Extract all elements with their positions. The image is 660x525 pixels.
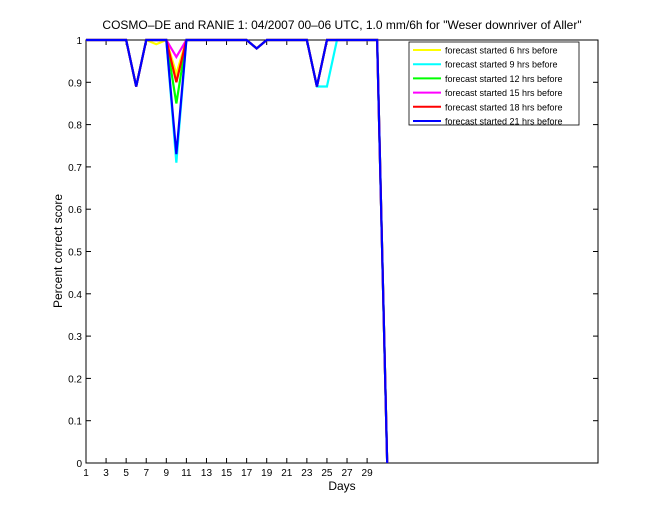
chart-title: COSMO–DE and RANIE 1: 04/2007 00–06 UTC,… bbox=[102, 18, 581, 32]
y-tick-label: 0.9 bbox=[68, 78, 82, 89]
x-tick-label: 1 bbox=[83, 468, 89, 479]
x-tick-label: 11 bbox=[181, 468, 192, 479]
x-tick-label: 19 bbox=[261, 468, 273, 479]
legend-label: forecast started 18 hrs before bbox=[445, 102, 563, 112]
legend-label: forecast started 9 hrs before bbox=[445, 60, 558, 70]
x-tick-label: 23 bbox=[301, 468, 313, 479]
legend-label: forecast started 15 hrs before bbox=[445, 88, 563, 98]
x-tick-label: 3 bbox=[103, 468, 109, 479]
y-axis: 0 0.1 0.2 0.3 0.4 0.5 0.6 0.7 0.8 0.9 1 bbox=[68, 36, 598, 470]
x-tick-label: 21 bbox=[281, 468, 293, 479]
x-tick-label: 9 bbox=[164, 468, 170, 479]
x-tick-label: 13 bbox=[201, 468, 213, 479]
x-tick-label: 29 bbox=[362, 468, 374, 479]
x-tick-label: 25 bbox=[321, 468, 333, 479]
x-tick-label: 17 bbox=[241, 468, 253, 479]
legend: forecast started 6 hrs before forecast st… bbox=[408, 41, 580, 127]
y-tick-label: 0.5 bbox=[68, 248, 82, 259]
legend-box bbox=[408, 41, 580, 126]
y-tick-label: 0.6 bbox=[68, 205, 82, 216]
y-tick-label: 0.8 bbox=[68, 121, 82, 132]
series-lines bbox=[86, 38, 389, 464]
series-line-6 bbox=[86, 38, 389, 464]
legend-label: forecast started 6 hrs before bbox=[445, 46, 558, 56]
y-tick-label: 0.2 bbox=[68, 374, 82, 385]
x-axis-label: Days bbox=[328, 479, 355, 493]
y-axis-label: Percent correct score bbox=[51, 194, 65, 308]
legend-label: forecast started 21 hrs before bbox=[445, 117, 563, 127]
x-tick-label: 5 bbox=[123, 468, 129, 479]
legend-label: forecast started 12 hrs before bbox=[445, 74, 563, 84]
x-axis: 1 3 5 7 9 11 13 15 17 19 21 23 25 27 29 bbox=[83, 40, 373, 479]
y-tick-label: 0.7 bbox=[68, 163, 82, 174]
y-tick-label: 0.1 bbox=[68, 417, 82, 428]
y-tick-label: 0.4 bbox=[68, 290, 82, 301]
y-tick-label: 1 bbox=[76, 36, 82, 47]
x-tick-label: 7 bbox=[143, 468, 149, 479]
y-tick-label: 0 bbox=[76, 459, 82, 470]
y-tick-label: 0.3 bbox=[68, 332, 82, 343]
x-tick-label: 27 bbox=[341, 468, 353, 479]
x-tick-label: 15 bbox=[221, 468, 233, 479]
